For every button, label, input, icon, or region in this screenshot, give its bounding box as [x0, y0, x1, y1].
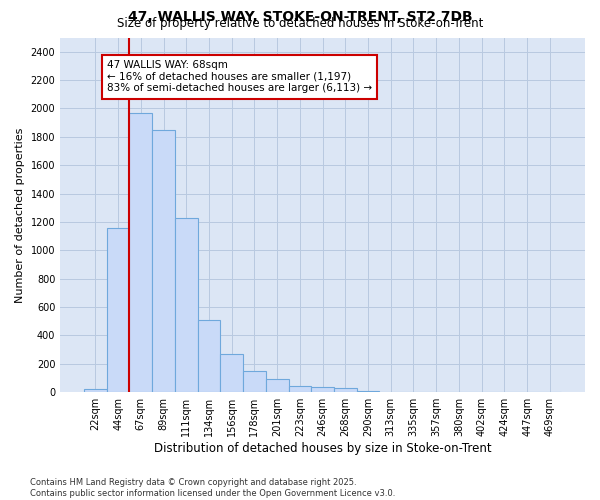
Text: 47, WALLIS WAY, STOKE-ON-TRENT, ST2 7DB: 47, WALLIS WAY, STOKE-ON-TRENT, ST2 7DB	[128, 10, 472, 24]
Text: 47 WALLIS WAY: 68sqm
← 16% of detached houses are smaller (1,197)
83% of semi-de: 47 WALLIS WAY: 68sqm ← 16% of detached h…	[107, 60, 372, 94]
Bar	[311, 387, 334, 392]
Bar	[130, 112, 152, 392]
Text: Contains HM Land Registry data © Crown copyright and database right 2025.
Contai: Contains HM Land Registry data © Crown c…	[30, 478, 395, 498]
Bar	[289, 386, 311, 392]
Bar	[84, 388, 107, 392]
Bar	[220, 354, 243, 392]
Bar	[175, 218, 197, 392]
X-axis label: Distribution of detached houses by size in Stoke-on-Trent: Distribution of detached houses by size …	[154, 442, 491, 455]
Bar	[266, 380, 289, 392]
Bar	[152, 130, 175, 392]
Bar	[107, 228, 130, 392]
Bar	[356, 390, 379, 392]
Text: Size of property relative to detached houses in Stoke-on-Trent: Size of property relative to detached ho…	[117, 18, 483, 30]
Bar	[197, 320, 220, 392]
Bar	[243, 371, 266, 392]
Bar	[334, 388, 356, 392]
Y-axis label: Number of detached properties: Number of detached properties	[15, 127, 25, 302]
